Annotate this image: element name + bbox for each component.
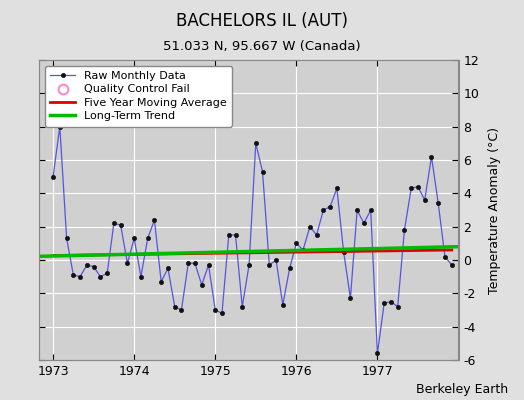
Raw Monthly Data bbox=[57, 124, 63, 129]
Raw Monthly Data bbox=[374, 351, 380, 356]
Raw Monthly Data bbox=[307, 224, 313, 229]
Legend: Raw Monthly Data, Quality Control Fail, Five Year Moving Average, Long-Term Tren: Raw Monthly Data, Quality Control Fail, … bbox=[45, 66, 232, 127]
Text: BACHELORS IL (AUT): BACHELORS IL (AUT) bbox=[176, 12, 348, 30]
Raw Monthly Data bbox=[192, 261, 198, 266]
Line: Raw Monthly Data: Raw Monthly Data bbox=[51, 124, 454, 356]
Raw Monthly Data bbox=[171, 304, 178, 309]
Text: Berkeley Earth: Berkeley Earth bbox=[416, 383, 508, 396]
Raw Monthly Data bbox=[158, 279, 165, 284]
Raw Monthly Data bbox=[185, 261, 191, 266]
Raw Monthly Data bbox=[124, 261, 130, 266]
Raw Monthly Data bbox=[449, 262, 455, 267]
Raw Monthly Data bbox=[50, 174, 56, 179]
Y-axis label: Temperature Anomaly (°C): Temperature Anomaly (°C) bbox=[487, 126, 500, 294]
Text: 51.033 N, 95.667 W (Canada): 51.033 N, 95.667 W (Canada) bbox=[163, 40, 361, 53]
